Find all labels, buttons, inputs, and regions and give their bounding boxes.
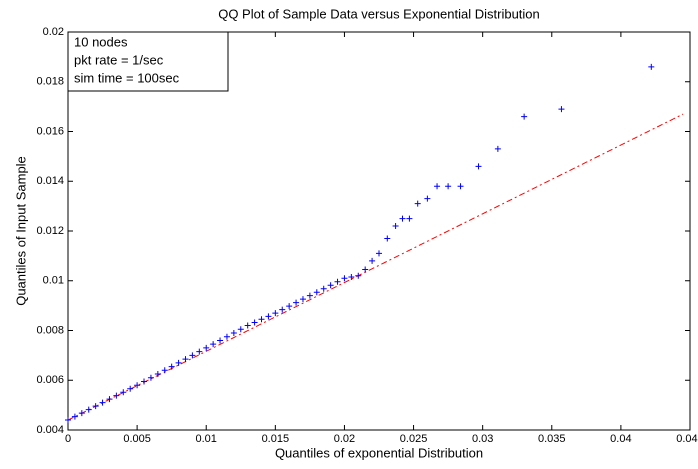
y-axis-label: Quantiles of Input Sample bbox=[13, 156, 28, 306]
data-point bbox=[334, 278, 341, 285]
data-point bbox=[494, 145, 501, 152]
data-point bbox=[99, 399, 106, 406]
x-axis-label: Quantiles of exponential Distribution bbox=[275, 445, 483, 460]
data-point bbox=[306, 292, 313, 299]
data-point bbox=[92, 403, 99, 410]
data-point bbox=[134, 382, 141, 389]
annotation-box: 10 nodes pkt rate = 1/sec sim time = 100… bbox=[67, 31, 229, 92]
y-tick-label: 0.004 bbox=[36, 424, 64, 436]
data-point bbox=[120, 389, 127, 396]
y-tick-label: 0.014 bbox=[36, 175, 64, 187]
x-tick-label: 0.045 bbox=[676, 433, 698, 445]
data-point bbox=[168, 363, 175, 370]
data-point bbox=[521, 113, 528, 120]
data-point bbox=[147, 374, 154, 381]
data-point bbox=[189, 352, 196, 359]
data-point bbox=[230, 329, 237, 336]
data-point bbox=[78, 410, 85, 417]
data-point bbox=[558, 106, 565, 113]
y-tick-label: 0.012 bbox=[36, 225, 64, 237]
data-point bbox=[457, 183, 464, 190]
data-point bbox=[399, 215, 406, 222]
data-point bbox=[113, 392, 120, 399]
data-point bbox=[348, 274, 355, 281]
data-point bbox=[341, 275, 348, 282]
data-point bbox=[217, 337, 224, 344]
y-tick-label: 0.016 bbox=[36, 125, 64, 137]
data-point bbox=[71, 413, 78, 420]
data-point bbox=[258, 316, 265, 323]
data-point bbox=[355, 272, 362, 279]
data-point bbox=[327, 282, 334, 289]
data-point bbox=[293, 299, 300, 306]
y-tick-label: 0.006 bbox=[36, 374, 64, 386]
y-tick-label: 0.02 bbox=[43, 26, 64, 38]
data-point bbox=[434, 183, 441, 190]
data-point bbox=[223, 333, 230, 340]
data-point bbox=[414, 200, 421, 207]
annotation-line: pkt rate = 1/sec bbox=[74, 52, 164, 67]
x-tick-label: 0.02 bbox=[334, 433, 355, 445]
data-point bbox=[384, 235, 391, 242]
data-point bbox=[244, 322, 251, 329]
y-tick-label: 0.018 bbox=[36, 76, 64, 88]
data-point bbox=[196, 348, 203, 355]
data-point bbox=[445, 183, 452, 190]
reference-line bbox=[67, 113, 684, 421]
data-point bbox=[272, 310, 279, 317]
x-tick-label: 0.04 bbox=[610, 433, 631, 445]
data-point bbox=[320, 285, 327, 292]
data-point bbox=[237, 326, 244, 333]
data-point bbox=[392, 223, 399, 230]
x-tick-label: 0.005 bbox=[123, 433, 151, 445]
data-point bbox=[265, 313, 272, 320]
data-point bbox=[648, 63, 655, 70]
chart-title: QQ Plot of Sample Data versus Exponentia… bbox=[218, 6, 540, 21]
data-point bbox=[182, 356, 189, 363]
annotation-frame bbox=[67, 31, 229, 92]
x-tick-label: 0.025 bbox=[400, 433, 428, 445]
data-point bbox=[106, 396, 113, 403]
data-point bbox=[279, 306, 286, 313]
annotation-line: 10 nodes bbox=[74, 34, 128, 49]
data-point bbox=[313, 289, 320, 296]
data-point bbox=[369, 257, 376, 264]
x-tick-label: 0 bbox=[65, 433, 71, 445]
x-tick-label: 0.03 bbox=[472, 433, 493, 445]
y-tick-label: 0.008 bbox=[36, 324, 64, 336]
data-point bbox=[210, 341, 217, 348]
data-point bbox=[161, 367, 168, 374]
data-point bbox=[203, 344, 210, 351]
x-tick-label: 0.035 bbox=[538, 433, 566, 445]
data-point bbox=[299, 296, 306, 303]
data-point bbox=[251, 319, 258, 326]
x-tick-label: 0.015 bbox=[262, 433, 290, 445]
data-point bbox=[406, 215, 413, 222]
data-point bbox=[376, 250, 382, 257]
data-point bbox=[141, 378, 148, 385]
y-tick-label: 0.01 bbox=[43, 275, 64, 287]
data-point bbox=[154, 371, 161, 378]
data-point bbox=[65, 417, 71, 424]
x-tick-label: 0.01 bbox=[196, 433, 217, 445]
data-point bbox=[475, 163, 482, 170]
annotation-line: sim time = 100sec bbox=[74, 70, 180, 85]
data-point bbox=[362, 266, 369, 273]
data-point bbox=[175, 359, 182, 366]
data-point bbox=[127, 385, 134, 392]
data-point bbox=[286, 303, 293, 310]
data-point bbox=[85, 406, 92, 413]
data-point bbox=[424, 195, 431, 202]
plot-frame bbox=[67, 31, 691, 431]
